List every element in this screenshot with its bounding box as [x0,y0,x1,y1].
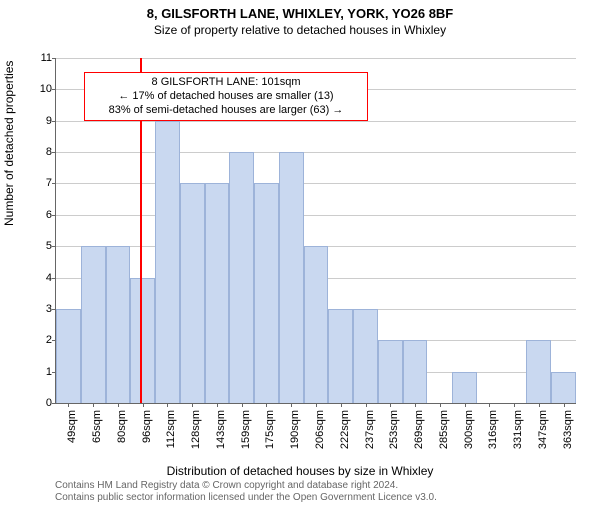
ytick-label: 1 [46,366,52,378]
xtick-mark [366,403,367,407]
histogram-bar [279,152,304,403]
property-info-box: 8 GILSFORTH LANE: 101sqm← 17% of detache… [84,72,368,121]
histogram-bar [353,309,378,403]
footer-line2: Contains public sector information licen… [55,492,437,504]
ytick-label: 6 [46,209,52,221]
xtick-label: 285sqm [438,410,450,449]
ytick-label: 5 [46,240,52,252]
xtick-mark [465,403,466,407]
xtick-label: 190sqm [289,410,301,449]
xtick-label: 269sqm [413,410,425,449]
xtick-mark [514,403,515,407]
histogram-bar [403,340,428,403]
histogram-bar [328,309,353,403]
xtick-label: 128sqm [190,410,202,449]
ytick-label: 8 [46,146,52,158]
xtick-mark [93,403,94,407]
ytick-mark [52,121,56,122]
histogram-bar [452,372,477,403]
histogram-bar [304,246,329,403]
ytick-mark [52,215,56,216]
xtick-label: 96sqm [141,410,153,443]
histogram-bar [526,340,551,403]
xtick-mark [440,403,441,407]
xtick-mark [316,403,317,407]
histogram-bar [180,183,205,403]
xtick-label: 143sqm [215,410,227,449]
xtick-label: 65sqm [91,410,103,443]
xtick-mark [242,403,243,407]
ytick-mark [52,152,56,153]
xtick-label: 112sqm [165,410,177,448]
xtick-mark [564,403,565,407]
histogram-bar [106,246,131,403]
chart-title-line2: Size of property relative to detached ho… [0,23,600,37]
histogram-bar [378,340,403,403]
ytick-label: 2 [46,334,52,346]
xtick-mark [118,403,119,407]
histogram-bar [205,183,230,403]
ytick-label: 0 [46,397,52,409]
histogram-bar [155,121,180,403]
ytick-mark [52,246,56,247]
histogram-bar [551,372,576,403]
chart-plot-area: 49sqm65sqm80sqm96sqm112sqm128sqm143sqm15… [55,58,576,404]
xtick-label: 316sqm [487,410,499,449]
xtick-mark [390,403,391,407]
footer-line1: Contains HM Land Registry data © Crown c… [55,480,437,492]
xtick-label: 237sqm [364,410,376,449]
xtick-label: 80sqm [116,410,128,443]
ytick-mark [52,58,56,59]
xtick-mark [217,403,218,407]
gridline [56,215,576,216]
ytick-label: 9 [46,115,52,127]
ytick-label: 7 [46,177,52,189]
ytick-label: 3 [46,303,52,315]
xtick-mark [266,403,267,407]
xtick-label: 175sqm [264,410,276,449]
xtick-mark [291,403,292,407]
xtick-label: 347sqm [537,410,549,449]
ytick-label: 11 [41,52,52,64]
ytick-label: 4 [46,272,52,284]
xtick-mark [68,403,69,407]
ytick-label: 10 [40,83,52,95]
histogram-bar [130,278,155,403]
ytick-mark [52,89,56,90]
xtick-mark [192,403,193,407]
x-axis-label: Distribution of detached houses by size … [0,464,600,478]
histogram-bar [254,183,279,403]
xtick-label: 253sqm [388,410,400,449]
info-box-line1: 8 GILSFORTH LANE: 101sqm [91,76,361,90]
ytick-mark [52,183,56,184]
xtick-mark [539,403,540,407]
xtick-label: 206sqm [314,410,326,449]
xtick-label: 300sqm [463,410,475,449]
ytick-mark [52,278,56,279]
gridline [56,58,576,59]
xtick-mark [489,403,490,407]
ytick-mark [52,403,56,404]
chart-title-line1: 8, GILSFORTH LANE, WHIXLEY, YORK, YO26 8… [0,6,600,21]
gridline [56,152,576,153]
xtick-label: 331sqm [512,410,524,449]
xtick-label: 159sqm [240,410,252,449]
y-axis-label: Number of detached properties [2,61,16,226]
chart-footer: Contains HM Land Registry data © Crown c… [55,480,437,504]
histogram-bar [229,152,254,403]
info-box-line3: 83% of semi-detached houses are larger (… [91,104,361,118]
info-box-line2: ← 17% of detached houses are smaller (13… [91,90,361,104]
histogram-bar [56,309,81,403]
xtick-mark [143,403,144,407]
xtick-mark [167,403,168,407]
xtick-label: 222sqm [339,410,351,449]
xtick-mark [341,403,342,407]
xtick-label: 363sqm [562,410,574,449]
xtick-label: 49sqm [66,410,78,443]
histogram-bar [81,246,106,403]
xtick-mark [415,403,416,407]
gridline [56,183,576,184]
